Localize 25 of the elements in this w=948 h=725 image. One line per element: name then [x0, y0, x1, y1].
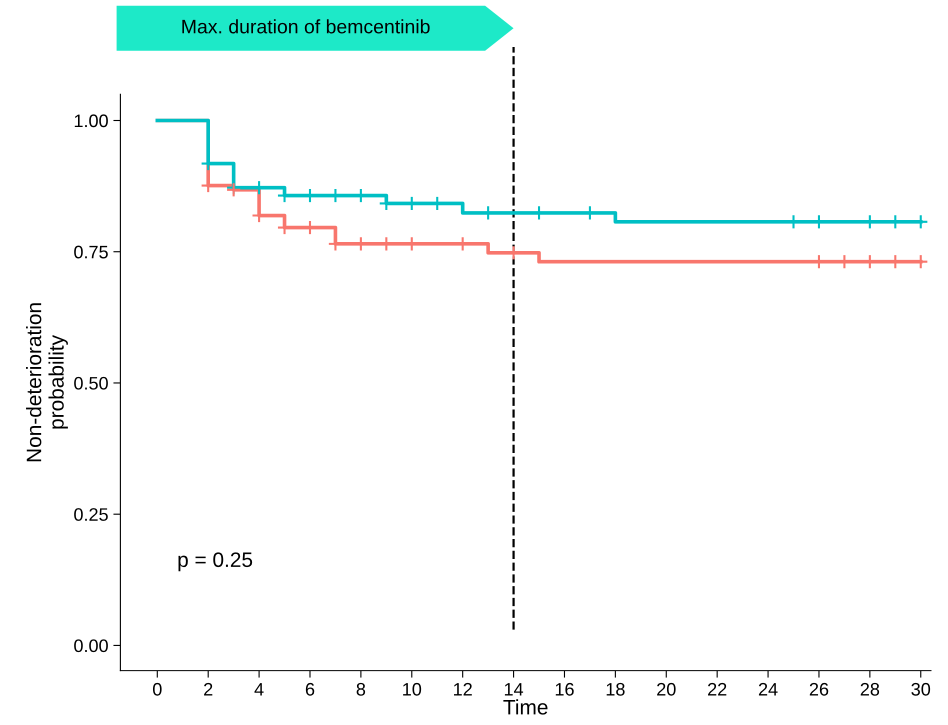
ref-line-label: Max. duration of bemcentinib [182, 19, 430, 34]
x-tick-label: 12 [454, 682, 472, 696]
y-axis-title: Non-deterioration probability [26, 303, 68, 462]
x-tick-label: 8 [356, 682, 366, 696]
y-tick-label: 0.50 [74, 376, 108, 390]
x-tick-label: 10 [403, 682, 422, 696]
y-tick-label: 0.75 [74, 246, 108, 258]
x-tick-label: 16 [556, 682, 574, 696]
x-tick-label: 0 [152, 682, 162, 696]
x-tick-label: 22 [708, 682, 726, 696]
x-tick-label: 2 [204, 682, 212, 696]
x-axis-title: Time [503, 699, 548, 715]
y-tick-label: 0.25 [74, 508, 108, 521]
y-tick-label: 0.00 [74, 639, 108, 652]
x-tick-label: 4 [254, 683, 264, 696]
x-tick-label: 20 [657, 682, 676, 696]
x-tick-label: 28 [860, 682, 880, 696]
x-tick-label: 24 [758, 682, 778, 696]
y-tick-label: 1.00 [74, 114, 108, 128]
x-tick-label: 26 [810, 682, 828, 696]
x-tick-label: 30 [911, 682, 930, 696]
x-tick-label: 6 [306, 682, 314, 696]
x-tick-label: 14 [504, 683, 524, 696]
annotation: p = 0.25 [178, 552, 252, 572]
x-tick-label: 18 [606, 682, 625, 696]
